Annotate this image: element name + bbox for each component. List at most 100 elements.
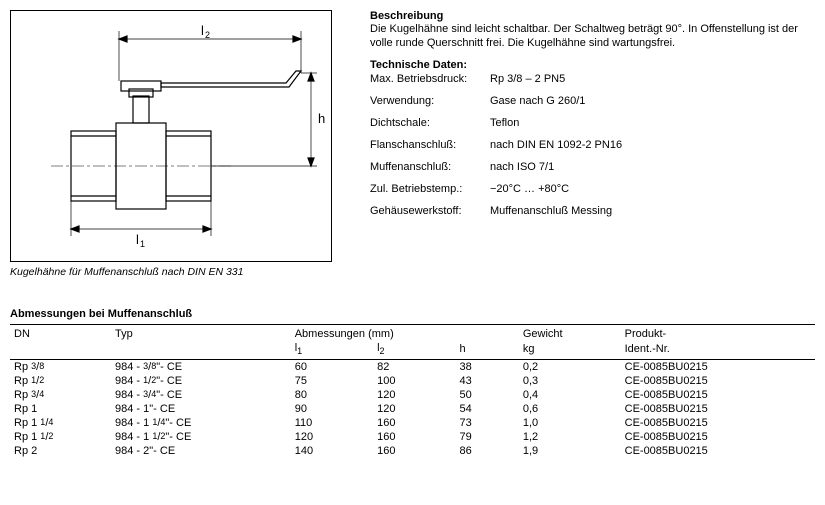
cell-dn: Rp 2 xyxy=(10,444,111,458)
cell-typ: 984 - 1 1/4"- CE xyxy=(111,416,291,430)
techdata-label: Gehäusewerkstoff: xyxy=(370,205,490,217)
col-h: h xyxy=(455,341,518,360)
dim-label-l1: l xyxy=(136,232,139,247)
techdata-row: Flanschanschluß:nach DIN EN 1092-2 PN16 xyxy=(370,139,815,151)
techdata-label: Zul. Betriebstemp.: xyxy=(370,183,490,195)
techdata-row: Dichtschale:Teflon xyxy=(370,117,815,129)
techdata-heading: Technische Daten: xyxy=(370,59,815,71)
cell-l1: 60 xyxy=(291,360,373,375)
col-gewicht: Gewicht xyxy=(519,325,621,342)
dimensions-heading: Abmessungen bei Muffenanschluß xyxy=(10,308,815,320)
techdata-value: nach ISO 7/1 xyxy=(490,161,815,173)
description-text: Die Kugelhähne sind leicht schaltbar. De… xyxy=(370,23,815,51)
col-prod: Produkt- xyxy=(621,325,815,342)
table-row: Rp 1984 - 1"- CE90120540,6CE-0085BU0215 xyxy=(10,402,815,416)
cell-h: 79 xyxy=(455,430,518,444)
cell-kg: 0,4 xyxy=(519,388,621,402)
table-row: Rp 1/2984 - 1/2"- CE75100430,3CE-0085BU0… xyxy=(10,374,815,388)
cell-typ: 984 - 1/2"- CE xyxy=(111,374,291,388)
cell-dn: Rp 3/4 xyxy=(10,388,111,402)
techdata-row: Muffenanschluß:nach ISO 7/1 xyxy=(370,161,815,173)
techdata-label: Flanschanschluß: xyxy=(370,139,490,151)
cell-l2: 100 xyxy=(373,374,455,388)
techdata-label: Dichtschale: xyxy=(370,117,490,129)
cell-l2: 160 xyxy=(373,444,455,458)
dimensions-table: DN Typ Abmessungen (mm) Gewicht Produkt-… xyxy=(10,324,815,458)
cell-dn: Rp 1 1/2 xyxy=(10,430,111,444)
techdata-row: Verwendung:Gase nach G 260/1 xyxy=(370,95,815,107)
diagram-caption: Kugelhähne für Muffenanschluß nach DIN E… xyxy=(10,266,350,278)
cell-ident: CE-0085BU0215 xyxy=(621,416,815,430)
cell-l2: 160 xyxy=(373,430,455,444)
techdata-value: −20°C … +80°C xyxy=(490,183,815,195)
cell-typ: 984 - 3/8"- CE xyxy=(111,360,291,375)
cell-dn: Rp 1 xyxy=(10,402,111,416)
col-l1: l1 xyxy=(291,341,373,360)
cell-l1: 75 xyxy=(291,374,373,388)
cell-h: 73 xyxy=(455,416,518,430)
table-row: Rp 3/4984 - 3/4"- CE80120500,4CE-0085BU0… xyxy=(10,388,815,402)
techdata-label: Max. Betriebsdruck: xyxy=(370,73,490,85)
svg-text:1: 1 xyxy=(140,239,145,249)
cell-typ: 984 - 2"- CE xyxy=(111,444,291,458)
col-abm: Abmessungen (mm) xyxy=(291,325,519,342)
techdata-value: nach DIN EN 1092-2 PN16 xyxy=(490,139,815,151)
cell-l1: 80 xyxy=(291,388,373,402)
cell-h: 50 xyxy=(455,388,518,402)
cell-ident: CE-0085BU0215 xyxy=(621,360,815,375)
col-typ: Typ xyxy=(111,325,291,342)
cell-typ: 984 - 1"- CE xyxy=(111,402,291,416)
col-ident: Ident.-Nr. xyxy=(621,341,815,360)
cell-kg: 0,6 xyxy=(519,402,621,416)
cell-kg: 0,3 xyxy=(519,374,621,388)
table-row: Rp 2984 - 2"- CE140160861,9CE-0085BU0215 xyxy=(10,444,815,458)
techdata-value: Rp 3/8 – 2 PN5 xyxy=(490,73,815,85)
cell-ident: CE-0085BU0215 xyxy=(621,402,815,416)
col-l2: l2 xyxy=(373,341,455,360)
techdata-value: Teflon xyxy=(490,117,815,129)
cell-l1: 120 xyxy=(291,430,373,444)
dim-label-h: h xyxy=(318,111,325,126)
techdata-rows: Max. Betriebsdruck:Rp 3/8 – 2 PN5Verwend… xyxy=(370,73,815,217)
table-row: Rp 3/8984 - 3/8"- CE6082380,2CE-0085BU02… xyxy=(10,360,815,375)
cell-l1: 140 xyxy=(291,444,373,458)
dim-label-l2: l xyxy=(201,23,204,38)
cell-l2: 120 xyxy=(373,388,455,402)
cell-l2: 160 xyxy=(373,416,455,430)
table-row: Rp 1 1/2984 - 1 1/2"- CE120160791,2CE-00… xyxy=(10,430,815,444)
techdata-value: Gase nach G 260/1 xyxy=(490,95,815,107)
techdata-row: Max. Betriebsdruck:Rp 3/8 – 2 PN5 xyxy=(370,73,815,85)
cell-kg: 1,2 xyxy=(519,430,621,444)
cell-h: 43 xyxy=(455,374,518,388)
col-dn: DN xyxy=(10,325,111,342)
cell-h: 54 xyxy=(455,402,518,416)
cell-ident: CE-0085BU0215 xyxy=(621,374,815,388)
col-kg: kg xyxy=(519,341,621,360)
description-heading: Beschreibung xyxy=(370,10,815,22)
cell-kg: 1,9 xyxy=(519,444,621,458)
svg-text:2: 2 xyxy=(205,30,210,40)
cell-l1: 90 xyxy=(291,402,373,416)
techdata-label: Muffenanschluß: xyxy=(370,161,490,173)
techdata-row: Zul. Betriebstemp.:−20°C … +80°C xyxy=(370,183,815,195)
cell-typ: 984 - 3/4"- CE xyxy=(111,388,291,402)
cell-l2: 82 xyxy=(373,360,455,375)
cell-dn: Rp 1 1/4 xyxy=(10,416,111,430)
table-row: Rp 1 1/4984 - 1 1/4"- CE110160731,0CE-00… xyxy=(10,416,815,430)
cell-ident: CE-0085BU0215 xyxy=(621,444,815,458)
techdata-label: Verwendung: xyxy=(370,95,490,107)
cell-l2: 120 xyxy=(373,402,455,416)
valve-diagram: l 2 h l 1 xyxy=(10,10,332,262)
cell-typ: 984 - 1 1/2"- CE xyxy=(111,430,291,444)
cell-dn: Rp 1/2 xyxy=(10,374,111,388)
cell-ident: CE-0085BU0215 xyxy=(621,388,815,402)
cell-h: 38 xyxy=(455,360,518,375)
techdata-value: Muffenanschluß Messing xyxy=(490,205,815,217)
cell-dn: Rp 3/8 xyxy=(10,360,111,375)
cell-kg: 0,2 xyxy=(519,360,621,375)
cell-ident: CE-0085BU0215 xyxy=(621,430,815,444)
cell-h: 86 xyxy=(455,444,518,458)
techdata-row: Gehäusewerkstoff:Muffenanschluß Messing xyxy=(370,205,815,217)
cell-kg: 1,0 xyxy=(519,416,621,430)
cell-l1: 110 xyxy=(291,416,373,430)
